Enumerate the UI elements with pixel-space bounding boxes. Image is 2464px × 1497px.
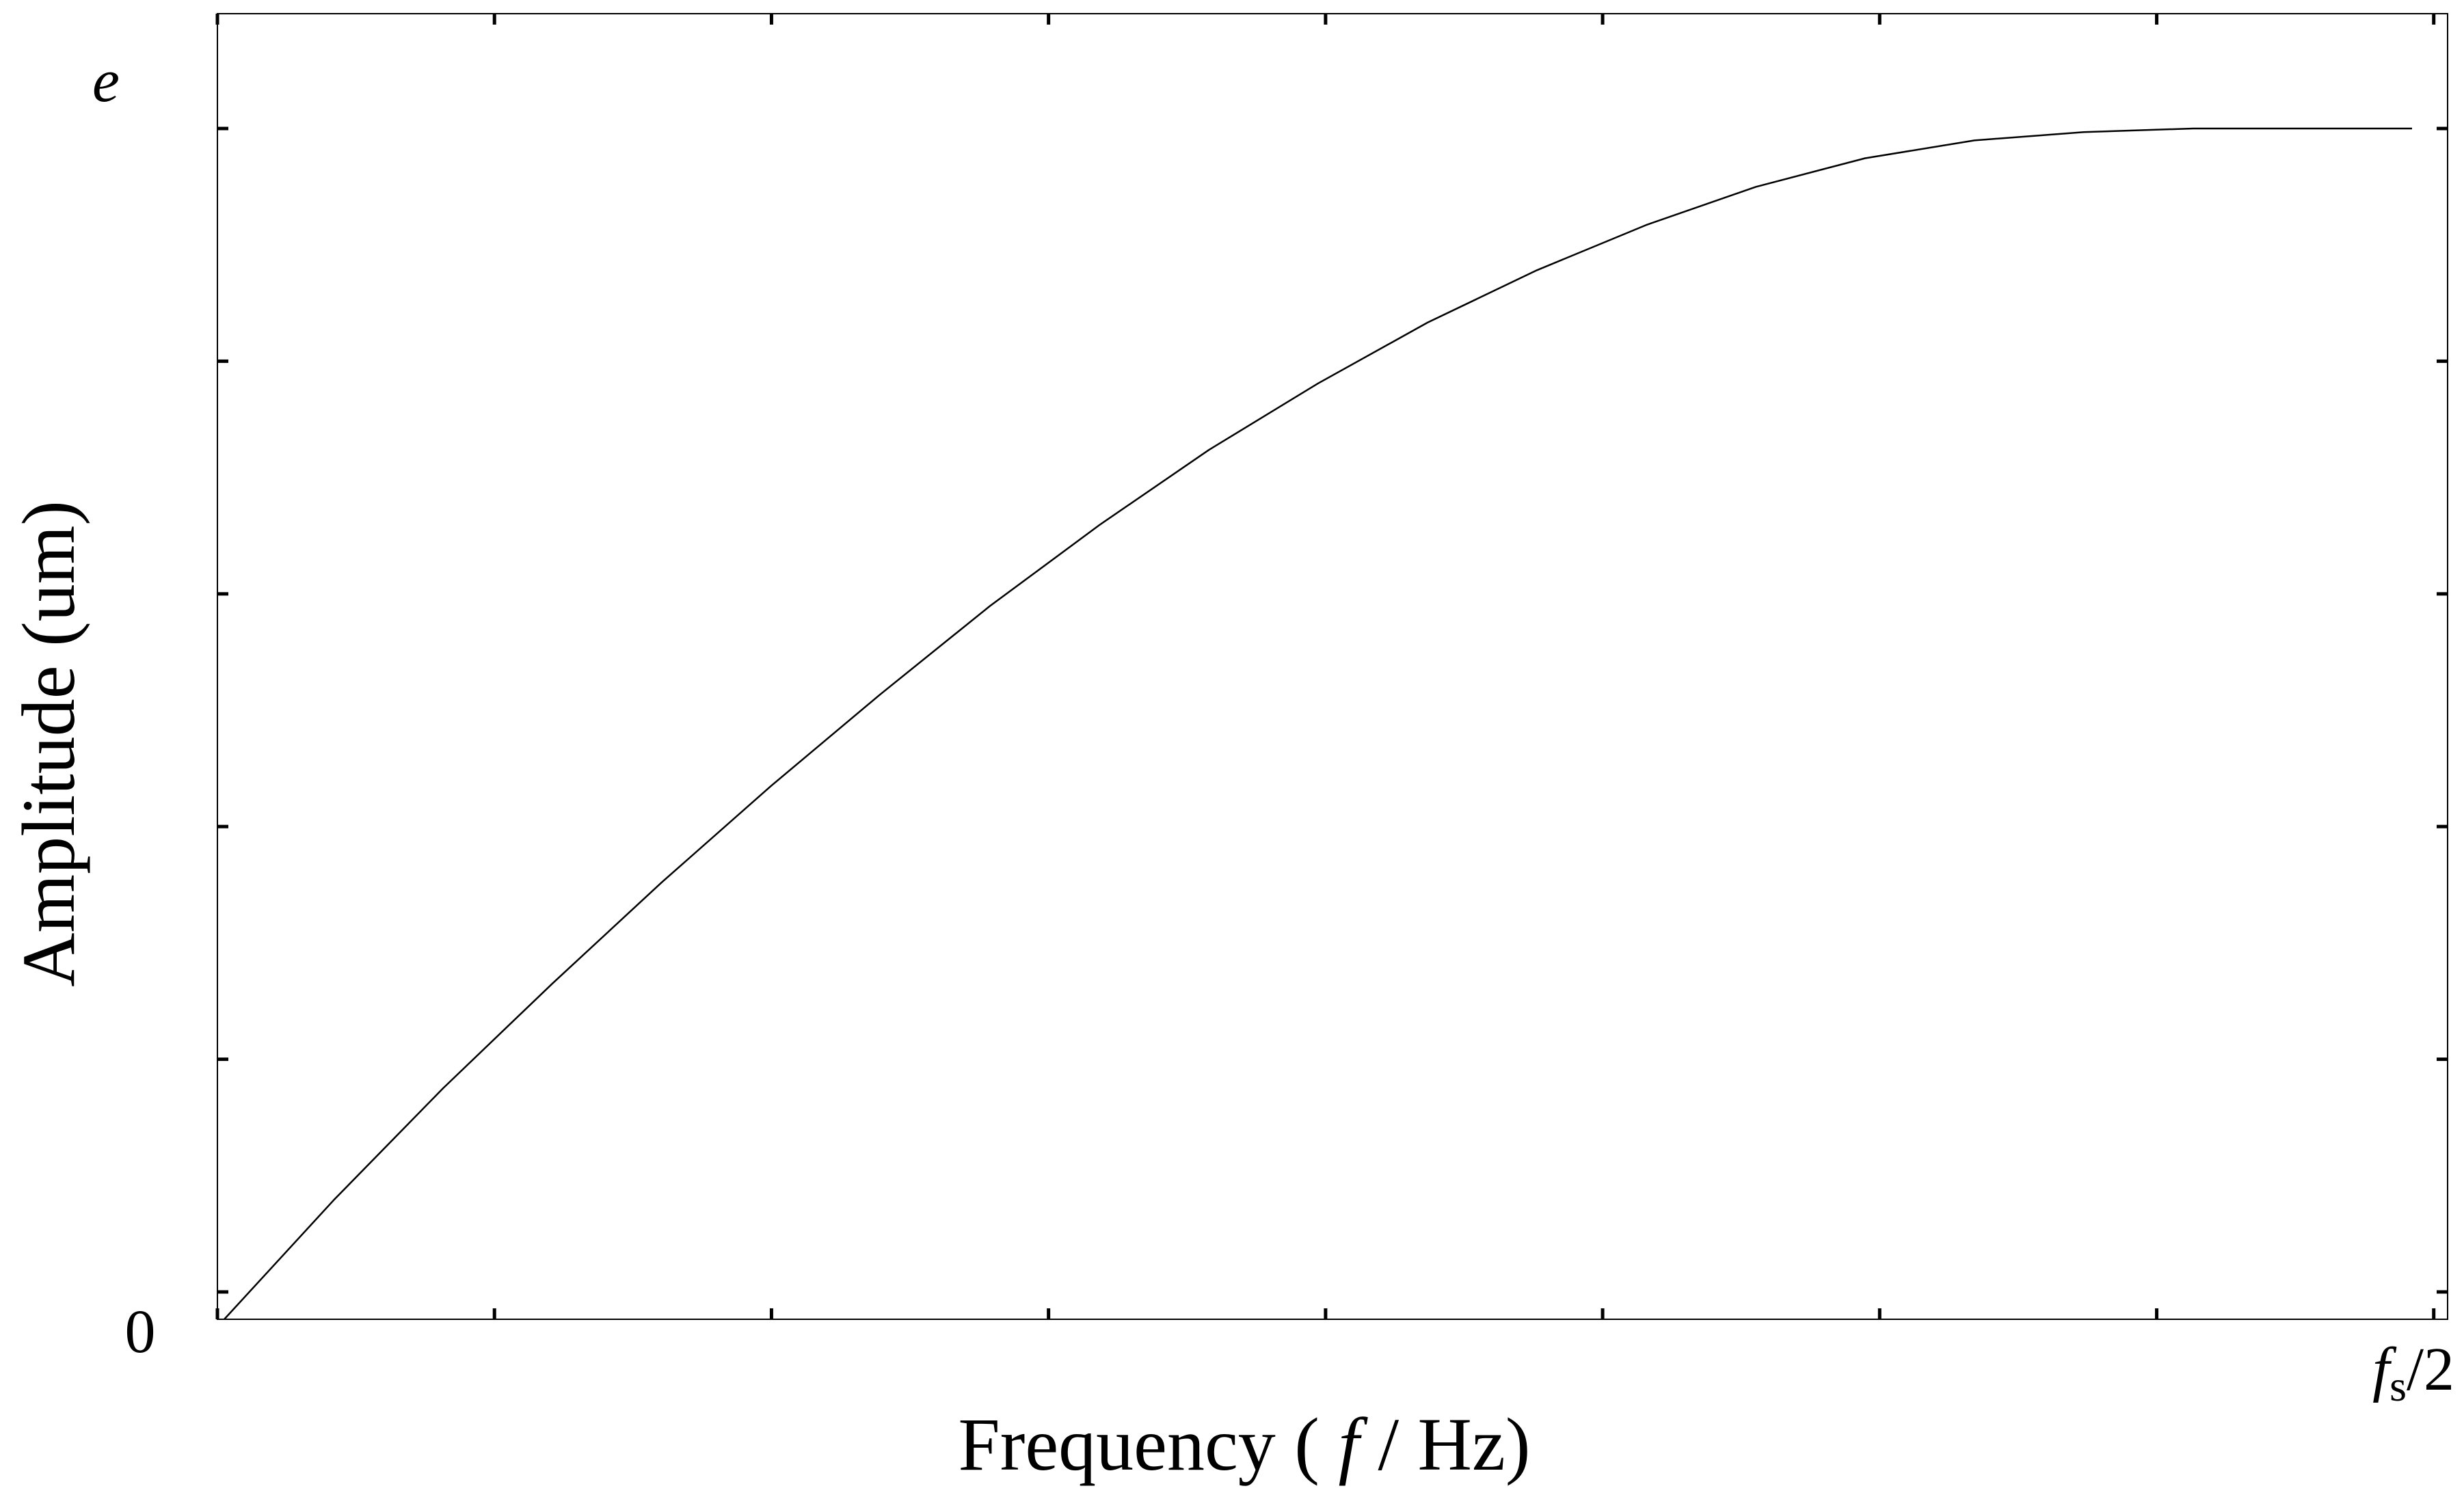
x-tick-label-max: fs/2 [2372,1336,2454,1410]
y-tick-label-max: e [92,47,120,115]
plot-area-frame [217,13,2448,1320]
axis-ticks [215,14,2448,1319]
y-axis-label: Amplitude (um) [7,500,90,987]
x-tick-label-min: 0 [125,1298,156,1366]
x-axis-label: Frequency ( f / Hz) [959,1403,1531,1486]
series-line [224,127,2412,1320]
